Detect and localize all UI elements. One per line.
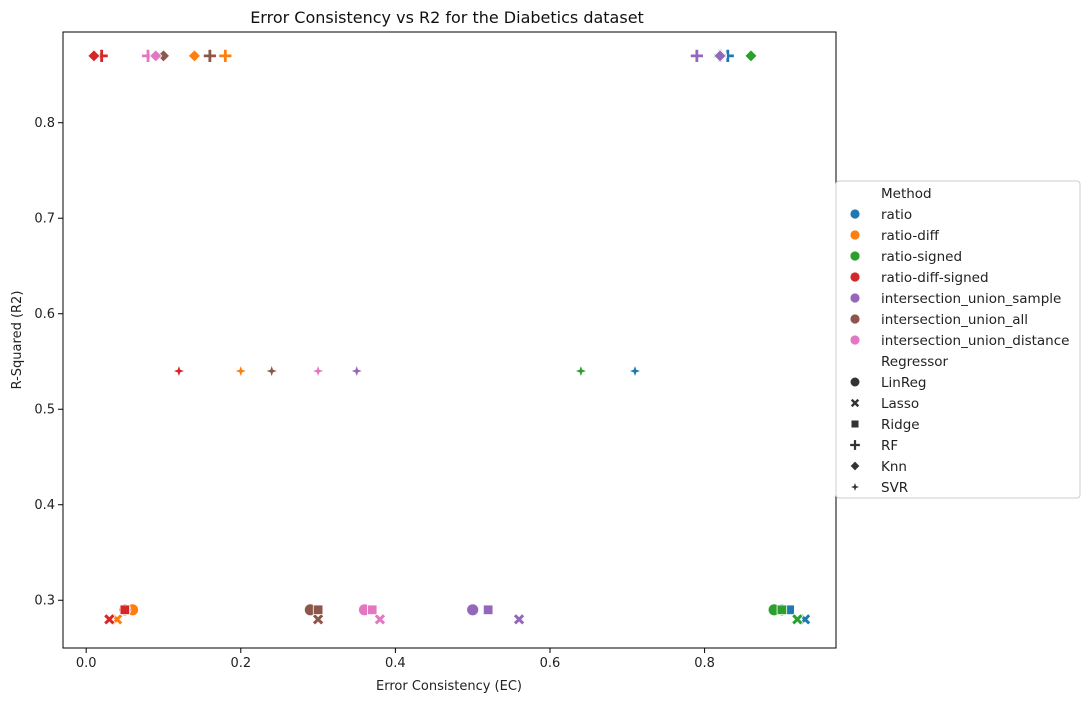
data-point-ratio-signed-ridge: [776, 604, 788, 615]
legend-swatch-intersection_union_sample: [850, 293, 860, 303]
y-tick-label: 0.4: [34, 498, 55, 513]
legend-label-intersection_union_distance: intersection_union_distance: [881, 333, 1069, 349]
legend-label-intersection_union_all: intersection_union_all: [881, 312, 1028, 328]
y-tick-label: 0.8: [34, 116, 55, 131]
data-point-intersection_union_distance-svr: [310, 363, 326, 379]
legend-swatch-intersection_union_all: [850, 314, 860, 324]
legend-label-linreg: LinReg: [881, 375, 926, 391]
y-tick-label: 0.5: [34, 403, 55, 418]
data-point-ratio-diff-signed-lasso: [103, 613, 116, 626]
data-point-intersection_union_sample-lasso: [512, 613, 526, 626]
data-points: [87, 48, 812, 626]
data-point-ratio-diff-signed-knn: [87, 49, 101, 63]
data-point-ratio-signed-lasso: [791, 613, 804, 626]
x-axis: 0.0 0.2 0.4 0.6 0.8: [76, 648, 715, 671]
chart-title: Error Consistency vs R2 for the Diabetic…: [250, 8, 644, 27]
legend-label-ridge: Ridge: [881, 417, 920, 433]
data-point-intersection_union_sample-knn: [713, 49, 727, 63]
data-point-intersection_union_all-svr: [264, 363, 280, 379]
legend-label-ratio: ratio: [881, 207, 912, 223]
data-point-intersection_union_all-ridge: [312, 604, 324, 615]
y-tick-label: 0.3: [34, 594, 55, 609]
legend-swatch-ratio-diff: [850, 230, 860, 240]
legend-marker-linreg: [849, 376, 861, 388]
legend-regressor-title: Regressor: [881, 354, 949, 370]
data-point-ratio-signed-svr: [573, 363, 589, 379]
data-point-ratio-diff-rf: [218, 48, 233, 63]
legend-swatch-intersection_union_distance: [850, 335, 860, 345]
legend: Method ratio ratio-diff ratio-signed ratio-d…: [835, 180, 1081, 499]
legend-marker-knn: [849, 460, 861, 472]
y-tick-label: 0.7: [34, 212, 55, 227]
legend-frame: [835, 180, 1081, 499]
data-point-intersection_union_sample-svr: [349, 363, 365, 379]
x-tick-label: 0.6: [540, 656, 561, 671]
legend-label-ratio-diff: ratio-diff: [881, 228, 940, 244]
legend-swatch-ratio-signed: [850, 251, 860, 261]
data-point-intersection_union_sample-linreg: [466, 603, 480, 617]
legend-swatch-ratio: [850, 209, 860, 219]
legend-label-svr: SVR: [881, 480, 908, 496]
legend-method-title: Method: [881, 186, 932, 202]
x-tick-label: 0.8: [694, 656, 715, 671]
legend-marker-lasso: [849, 397, 861, 409]
data-point-ratio-diff-knn: [187, 49, 201, 63]
x-axis-label: Error Consistency (EC): [376, 679, 522, 694]
x-tick-label: 0.4: [385, 656, 406, 671]
data-point-intersection_union_distance-rf: [141, 48, 155, 63]
legend-label-intersection_union_sample: intersection_union_sample: [881, 291, 1061, 307]
data-point-ratio-diff-signed-svr: [171, 363, 187, 379]
y-axis-label: R-Squared (R2): [10, 291, 25, 390]
x-tick-label: 0.2: [230, 656, 251, 671]
data-point-ratio-svr: [627, 363, 643, 379]
plot-area: [62, 31, 837, 649]
y-axis: 0.3 0.4 0.5 0.6 0.7 0.8: [34, 116, 63, 609]
legend-label-knn: Knn: [881, 459, 907, 475]
legend-label-ratio-signed: ratio-signed: [881, 249, 962, 265]
data-point-ratio-diff-svr: [233, 363, 249, 379]
legend-marker-ridge: [850, 419, 860, 429]
legend-label-rf: RF: [881, 438, 898, 454]
data-point-intersection_union_all-rf: [202, 48, 217, 63]
x-tick-label: 0.0: [76, 656, 97, 671]
legend-label-lasso: Lasso: [881, 396, 919, 412]
legend-swatch-ratio-diff-signed: [850, 272, 860, 282]
legend-label-ratio-diff-signed: ratio-diff-signed: [881, 270, 989, 286]
legend-marker-rf: [849, 439, 861, 451]
data-point-intersection_union_sample-ridge: [482, 604, 494, 615]
data-point-intersection_union_distance-knn: [149, 49, 163, 63]
data-point-intersection_union_distance-ridge: [366, 604, 378, 615]
data-point-intersection_union_sample-rf: [689, 48, 704, 63]
data-point-ratio-signed-knn: [744, 49, 758, 63]
data-point-ratio-diff-signed-ridge: [119, 604, 131, 615]
y-tick-label: 0.6: [34, 307, 55, 322]
legend-marker-svr: [849, 481, 861, 493]
